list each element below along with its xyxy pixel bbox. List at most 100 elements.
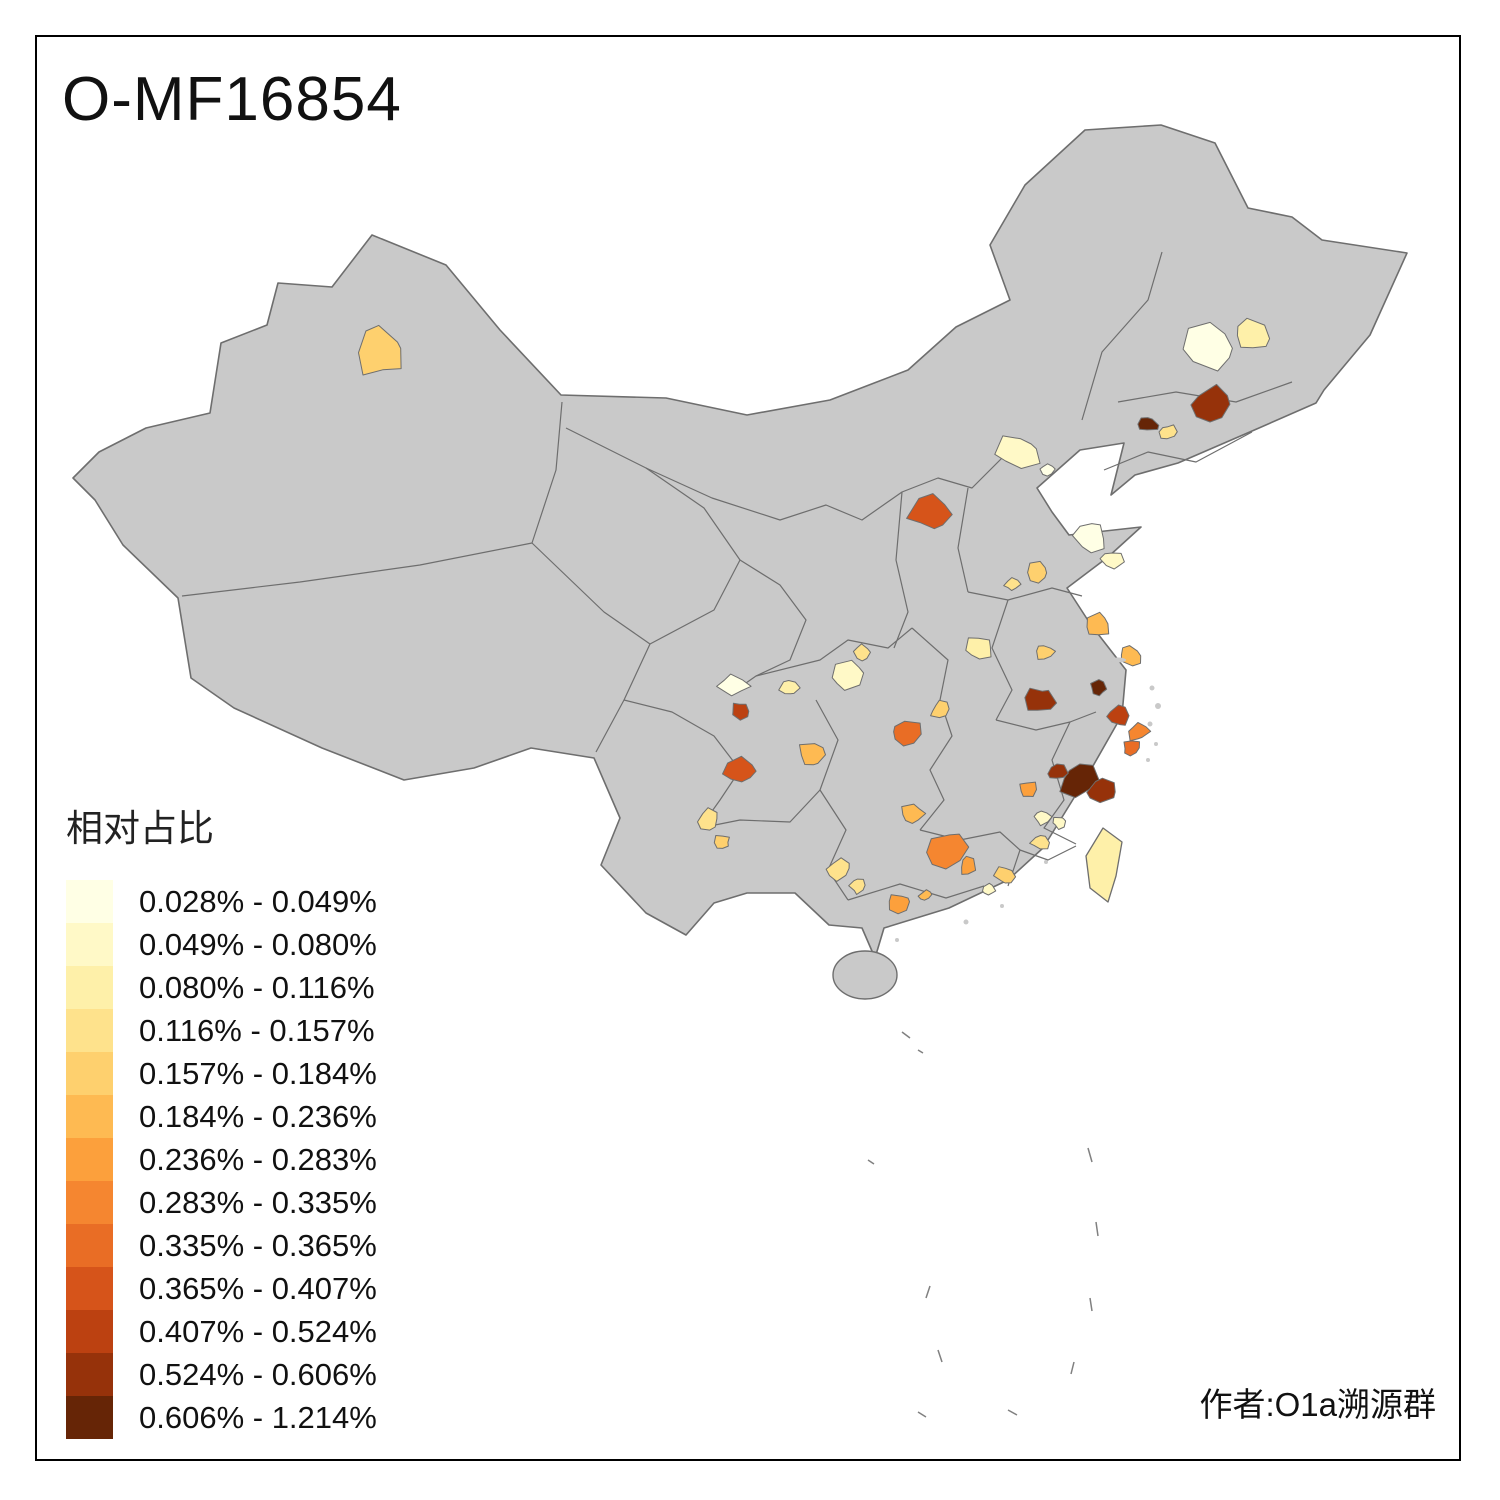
map-region xyxy=(1047,763,1069,779)
legend-row: 0.524% - 0.606% xyxy=(66,1353,377,1396)
map-region xyxy=(1029,835,1050,850)
legend-row: 0.236% - 0.283% xyxy=(66,1138,377,1181)
legend-swatch xyxy=(66,1353,113,1396)
legend-class-label: 0.028% - 0.049% xyxy=(139,883,377,919)
map-region xyxy=(778,680,801,695)
map-region xyxy=(901,803,927,824)
legend-title: 相对占比 xyxy=(66,808,214,849)
map-region xyxy=(697,807,718,831)
legend-class-label: 0.236% - 0.283% xyxy=(139,1141,377,1177)
legend-row: 0.335% - 0.365% xyxy=(66,1224,377,1267)
map-region xyxy=(1071,523,1105,554)
legend-row: 0.080% - 0.116% xyxy=(66,966,377,1009)
legend-class-label: 0.365% - 0.407% xyxy=(139,1270,377,1306)
figure-title: O-MF16854 xyxy=(62,65,402,134)
map-region xyxy=(994,435,1041,469)
legend-swatch xyxy=(66,1396,113,1439)
legend: 相对占比 0.028% - 0.049% 0.049% - 0.080% 0.080… xyxy=(66,798,377,1439)
legend-class-label: 0.524% - 0.606% xyxy=(139,1356,377,1392)
map-region xyxy=(1019,781,1037,797)
legend-swatch xyxy=(66,1181,113,1224)
map-region xyxy=(926,833,970,870)
map-region xyxy=(888,894,910,915)
taiwan-island xyxy=(1085,827,1123,903)
map-region xyxy=(1236,317,1271,349)
map-region xyxy=(1052,816,1067,830)
map-region xyxy=(1128,722,1152,742)
map-region xyxy=(993,866,1017,884)
legend-row: 0.606% - 1.214% xyxy=(66,1396,377,1439)
colored-prefectures xyxy=(358,317,1271,915)
legend-swatch xyxy=(66,1224,113,1267)
legend-swatch xyxy=(66,923,113,966)
map-region xyxy=(1120,645,1142,667)
legend-rows: 0.028% - 0.049% 0.049% - 0.080% 0.080% - 0… xyxy=(66,880,377,1439)
map-region xyxy=(1003,577,1022,591)
map-region xyxy=(1123,740,1140,757)
legend-swatch xyxy=(66,1138,113,1181)
legend-row: 0.157% - 0.184% xyxy=(66,1052,377,1095)
map-region xyxy=(852,643,871,662)
map-region xyxy=(1182,321,1233,372)
map-region xyxy=(716,673,752,697)
map-region xyxy=(848,878,866,895)
map-region xyxy=(1086,777,1116,804)
legend-class-label: 0.606% - 1.214% xyxy=(139,1399,377,1435)
map-region xyxy=(917,889,933,901)
map-region xyxy=(1137,417,1160,431)
legend-class-label: 0.049% - 0.080% xyxy=(139,926,377,962)
mainland-outline xyxy=(72,124,1408,959)
legend-swatch xyxy=(66,1095,113,1138)
map-region xyxy=(732,702,750,721)
map-region xyxy=(1106,704,1130,726)
map-region xyxy=(1086,611,1110,636)
legend-row: 0.116% - 0.157% xyxy=(66,1009,377,1052)
legend-row: 0.365% - 0.407% xyxy=(66,1267,377,1310)
map-region xyxy=(1090,679,1108,697)
legend-swatch xyxy=(66,1052,113,1095)
legend-swatch xyxy=(66,1267,113,1310)
legend-class-label: 0.184% - 0.236% xyxy=(139,1098,377,1134)
south-china-sea-islands xyxy=(867,1031,1099,1418)
attribution: 作者:O1a溯源群 xyxy=(1199,1386,1436,1423)
map-region xyxy=(893,720,922,747)
legend-class-label: 0.335% - 0.365% xyxy=(139,1227,377,1263)
legend-swatch xyxy=(66,1310,113,1353)
map-region xyxy=(1158,424,1178,440)
map-region xyxy=(799,743,826,766)
legend-class-label: 0.283% - 0.335% xyxy=(139,1184,377,1220)
legend-swatch xyxy=(66,880,113,923)
legend-row: 0.283% - 0.335% xyxy=(66,1181,377,1224)
map-region xyxy=(1024,687,1058,711)
map-region xyxy=(1033,810,1053,827)
legend-class-label: 0.407% - 0.524% xyxy=(139,1313,377,1349)
map-region xyxy=(982,882,997,896)
legend-row: 0.049% - 0.080% xyxy=(66,923,377,966)
map-region xyxy=(825,857,850,882)
map-region xyxy=(713,835,730,849)
legend-swatch xyxy=(66,966,113,1009)
coastal-islets xyxy=(895,657,1161,942)
map-region xyxy=(1039,463,1056,477)
legend-row: 0.184% - 0.236% xyxy=(66,1095,377,1138)
hainan-island xyxy=(832,950,898,1000)
map-region xyxy=(1036,645,1056,660)
province-borders xyxy=(181,251,1293,901)
map-region xyxy=(930,699,950,719)
legend-class-label: 0.080% - 0.116% xyxy=(139,969,375,1005)
map-region xyxy=(1059,763,1101,799)
legend-class-label: 0.157% - 0.184% xyxy=(139,1055,377,1091)
legend-row: 0.407% - 0.524% xyxy=(66,1310,377,1353)
map-region xyxy=(906,493,953,530)
map-region xyxy=(961,855,977,875)
map-region xyxy=(1027,560,1048,584)
map-region xyxy=(1099,552,1125,570)
map-region xyxy=(358,324,402,376)
map-region xyxy=(831,659,865,691)
map-region xyxy=(1190,383,1231,423)
map-region xyxy=(722,755,757,783)
legend-class-label: 0.116% - 0.157% xyxy=(139,1012,375,1048)
map-region xyxy=(965,637,992,660)
legend-swatch xyxy=(66,1009,113,1052)
